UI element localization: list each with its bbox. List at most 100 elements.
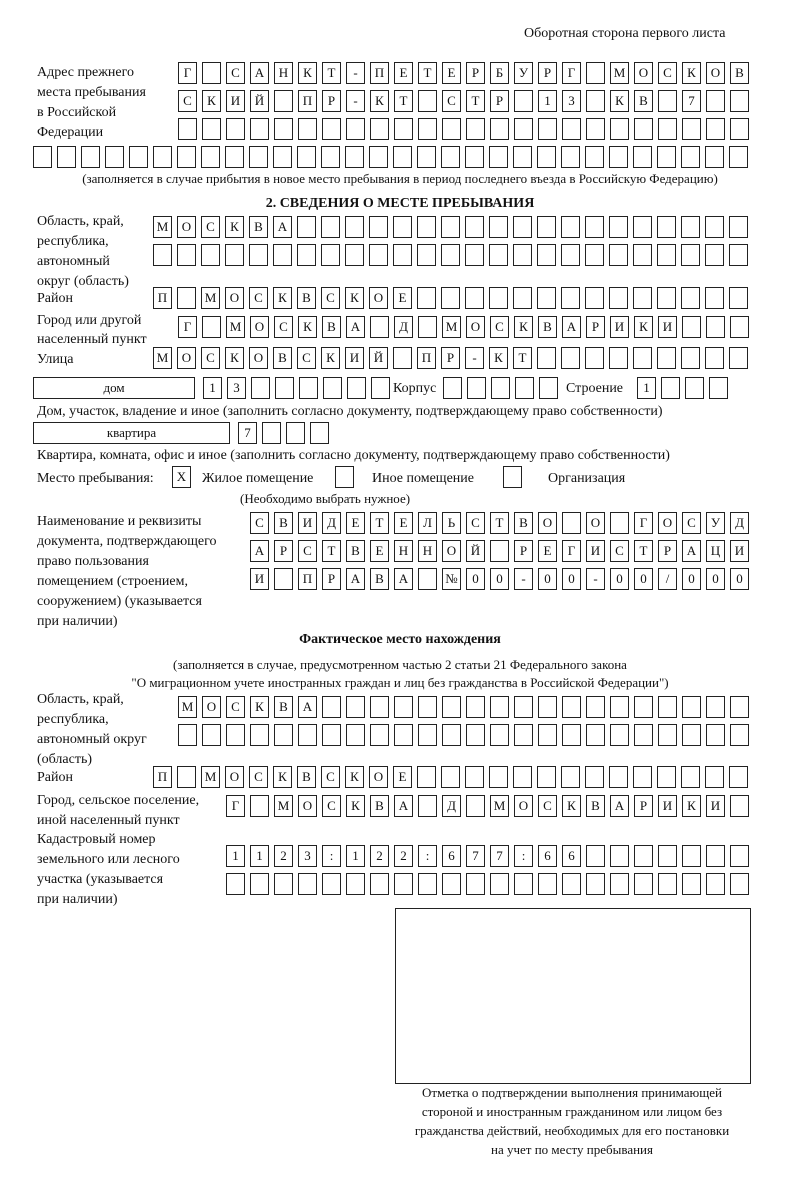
char-cell[interactable]: Ц bbox=[706, 540, 725, 562]
char-cell[interactable]: 7 bbox=[466, 845, 485, 867]
char-cell[interactable] bbox=[610, 118, 629, 140]
char-cell[interactable]: М bbox=[201, 766, 220, 788]
char-cell[interactable] bbox=[249, 244, 268, 266]
char-cell[interactable] bbox=[681, 244, 700, 266]
char-cell[interactable]: Д bbox=[394, 316, 413, 338]
char-cell[interactable]: О bbox=[177, 347, 196, 369]
char-cell[interactable] bbox=[729, 766, 748, 788]
char-cell[interactable] bbox=[274, 873, 293, 895]
char-cell[interactable] bbox=[705, 287, 724, 309]
char-cell[interactable] bbox=[418, 118, 437, 140]
char-cell[interactable]: И bbox=[610, 316, 629, 338]
char-cell[interactable] bbox=[417, 146, 436, 168]
char-cell[interactable] bbox=[178, 118, 197, 140]
char-cell[interactable]: С bbox=[297, 347, 316, 369]
char-cell[interactable]: К bbox=[202, 90, 221, 112]
char-cell[interactable]: 0 bbox=[466, 568, 485, 590]
char-cell[interactable]: С bbox=[466, 512, 485, 534]
char-cell[interactable] bbox=[441, 216, 460, 238]
char-cell[interactable]: В bbox=[370, 568, 389, 590]
char-cell[interactable] bbox=[370, 118, 389, 140]
char-cell[interactable] bbox=[513, 216, 532, 238]
char-cell[interactable]: С bbox=[249, 766, 268, 788]
char-cell[interactable]: А bbox=[273, 216, 292, 238]
char-cell[interactable]: Г bbox=[634, 512, 653, 534]
char-cell[interactable] bbox=[250, 118, 269, 140]
char-cell[interactable]: В bbox=[538, 316, 557, 338]
char-cell[interactable] bbox=[706, 316, 725, 338]
char-cell[interactable] bbox=[105, 146, 124, 168]
char-cell[interactable]: 0 bbox=[610, 568, 629, 590]
char-cell[interactable]: А bbox=[298, 696, 317, 718]
char-cell[interactable]: В bbox=[273, 347, 292, 369]
char-cell[interactable] bbox=[394, 118, 413, 140]
char-cell[interactable] bbox=[633, 244, 652, 266]
char-cell[interactable] bbox=[491, 377, 510, 399]
char-cell[interactable] bbox=[657, 216, 676, 238]
char-cell[interactable]: О bbox=[538, 512, 557, 534]
char-cell[interactable] bbox=[730, 724, 749, 746]
char-cell[interactable] bbox=[634, 696, 653, 718]
char-cell[interactable] bbox=[202, 316, 221, 338]
char-cell[interactable] bbox=[321, 146, 340, 168]
char-cell[interactable] bbox=[418, 724, 437, 746]
char-cell[interactable] bbox=[273, 146, 292, 168]
char-cell[interactable] bbox=[490, 540, 509, 562]
char-cell[interactable] bbox=[633, 347, 652, 369]
char-cell[interactable]: Л bbox=[418, 512, 437, 534]
char-cell[interactable] bbox=[586, 696, 605, 718]
char-cell[interactable]: Н bbox=[418, 540, 437, 562]
char-cell[interactable] bbox=[370, 873, 389, 895]
char-cell[interactable]: С bbox=[490, 316, 509, 338]
char-cell[interactable] bbox=[706, 696, 725, 718]
char-cell[interactable] bbox=[81, 146, 100, 168]
char-cell[interactable] bbox=[394, 724, 413, 746]
char-cell[interactable] bbox=[441, 766, 460, 788]
char-cell[interactable]: С bbox=[226, 62, 245, 84]
char-cell[interactable]: Е bbox=[370, 540, 389, 562]
char-cell[interactable] bbox=[177, 287, 196, 309]
char-cell[interactable] bbox=[369, 146, 388, 168]
char-cell[interactable]: 0 bbox=[682, 568, 701, 590]
char-cell[interactable] bbox=[537, 287, 556, 309]
char-cell[interactable] bbox=[537, 216, 556, 238]
char-cell[interactable] bbox=[610, 845, 629, 867]
char-cell[interactable]: С bbox=[201, 347, 220, 369]
char-cell[interactable]: Е bbox=[442, 62, 461, 84]
char-cell[interactable]: О bbox=[369, 766, 388, 788]
char-cell[interactable] bbox=[225, 244, 244, 266]
char-cell[interactable]: 7 bbox=[682, 90, 701, 112]
char-cell[interactable] bbox=[585, 244, 604, 266]
char-cell[interactable]: Т bbox=[322, 540, 341, 562]
char-cell[interactable]: Д bbox=[730, 512, 749, 534]
char-cell[interactable] bbox=[321, 216, 340, 238]
char-cell[interactable]: С bbox=[298, 540, 317, 562]
char-cell[interactable] bbox=[490, 696, 509, 718]
char-cell[interactable]: Т bbox=[418, 62, 437, 84]
char-cell[interactable] bbox=[489, 244, 508, 266]
char-cell[interactable] bbox=[370, 724, 389, 746]
char-cell[interactable]: В bbox=[274, 696, 293, 718]
char-cell[interactable] bbox=[251, 377, 270, 399]
char-cell[interactable]: В bbox=[370, 795, 389, 817]
char-cell[interactable] bbox=[490, 873, 509, 895]
char-cell[interactable]: О bbox=[369, 287, 388, 309]
char-cell[interactable]: Г bbox=[562, 62, 581, 84]
char-cell[interactable] bbox=[442, 724, 461, 746]
char-cell[interactable] bbox=[321, 244, 340, 266]
char-cell[interactable]: К bbox=[346, 795, 365, 817]
char-cell[interactable]: К bbox=[682, 62, 701, 84]
char-cell[interactable]: М bbox=[226, 316, 245, 338]
char-cell[interactable] bbox=[442, 873, 461, 895]
char-cell[interactable]: - bbox=[346, 62, 365, 84]
char-cell[interactable]: К bbox=[225, 216, 244, 238]
char-cell[interactable] bbox=[610, 724, 629, 746]
char-cell[interactable]: М bbox=[274, 795, 293, 817]
char-cell[interactable] bbox=[418, 795, 437, 817]
char-cell[interactable]: В bbox=[274, 512, 293, 534]
char-cell[interactable]: Й bbox=[250, 90, 269, 112]
char-cell[interactable] bbox=[562, 696, 581, 718]
char-cell[interactable] bbox=[634, 724, 653, 746]
char-cell[interactable]: 0 bbox=[490, 568, 509, 590]
char-cell[interactable]: - bbox=[465, 347, 484, 369]
